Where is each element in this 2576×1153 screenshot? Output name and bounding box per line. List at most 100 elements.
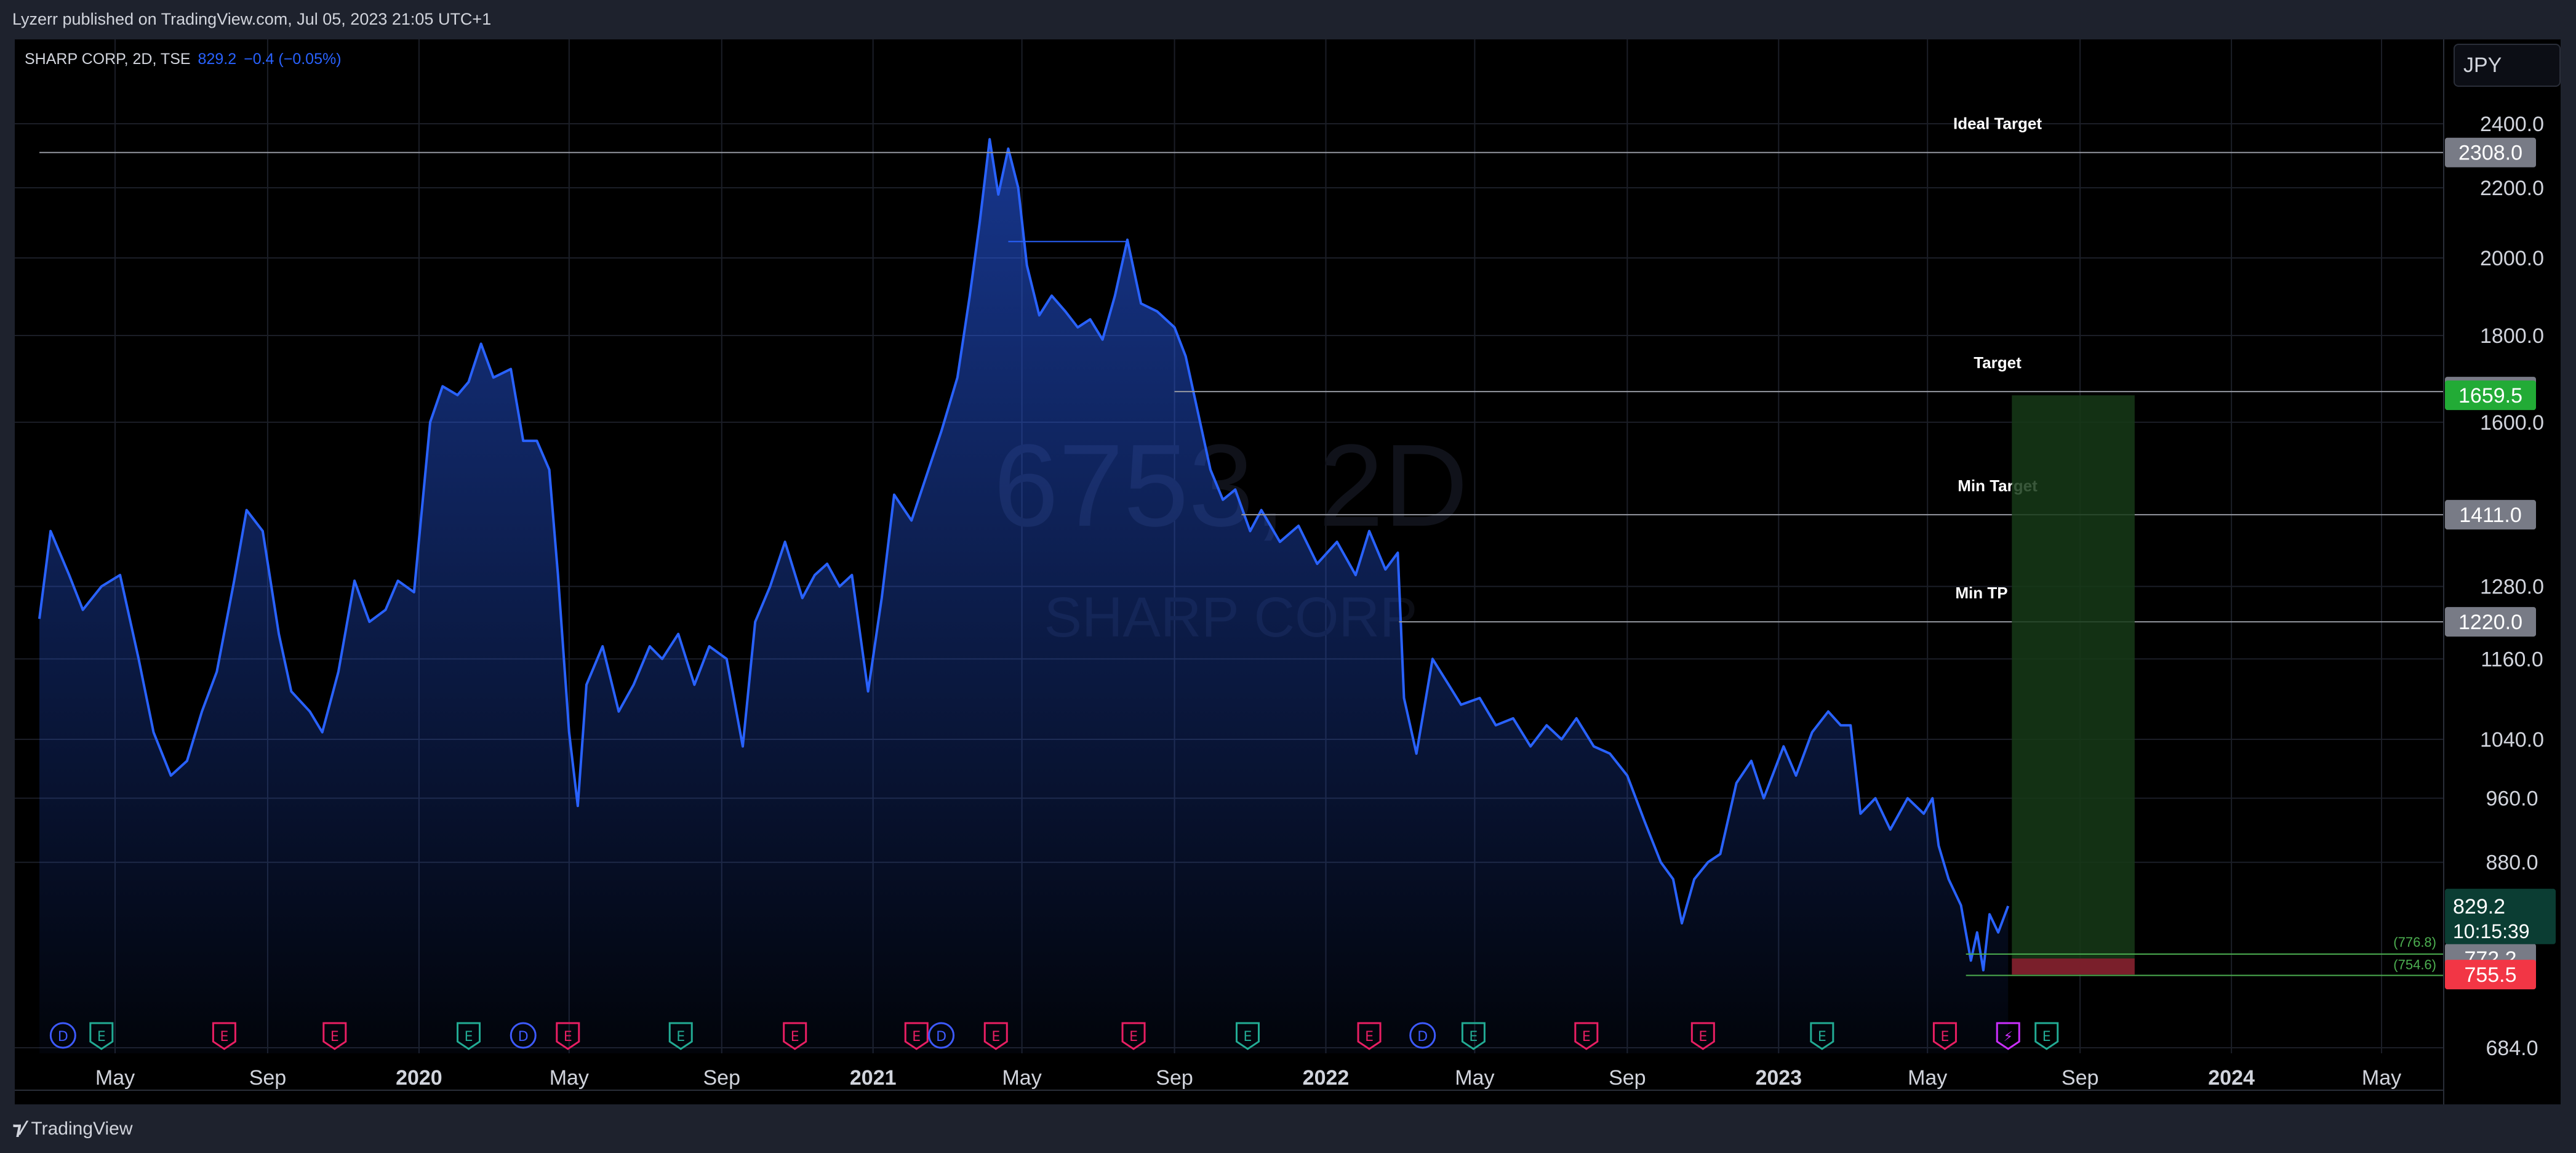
time-tick-label: 2024	[2208, 1066, 2255, 1090]
event-marker-label: E	[1818, 1029, 1826, 1045]
price-chart[interactable]: 6753, 2DSHARP CORPIdeal TargetTargetMin …	[15, 39, 2561, 1104]
publisher-text: Lyzerr published on TradingView.com, Jul…	[12, 10, 492, 28]
price-tick-label: 2200.0	[2480, 177, 2544, 200]
time-tick-label: 2021	[850, 1066, 897, 1090]
earnings-marker[interactable]	[212, 1022, 236, 1050]
time-tick-label: Sep	[703, 1066, 741, 1090]
tradingview-brand[interactable]: ⁊⁄ TradingView	[12, 1118, 133, 1139]
current-price-badge-bg	[2445, 888, 2556, 944]
time-tick-label: 2020	[396, 1066, 442, 1090]
level-label: Min TP	[1955, 584, 2007, 602]
level-price-badge-bg	[2445, 500, 2536, 530]
event-marker-label: D	[58, 1029, 68, 1045]
event-marker-label: E	[991, 1029, 1000, 1045]
level-price-badge: 1411.0	[2459, 504, 2521, 527]
time-tick-label: Sep	[1609, 1066, 1646, 1090]
earnings-marker[interactable]	[668, 1022, 693, 1050]
earnings-marker[interactable]	[556, 1022, 580, 1050]
last-price: 829.2	[198, 50, 237, 68]
price-tick-label: 960.0	[2486, 787, 2538, 811]
earnings-marker[interactable]	[983, 1022, 1008, 1050]
dividend-marker[interactable]	[49, 1022, 76, 1049]
event-marker-label: E	[220, 1029, 228, 1045]
earnings-marker[interactable]	[322, 1022, 347, 1050]
earnings-marker[interactable]	[1357, 1022, 1382, 1050]
symbol-name: SHARP CORP, 2D, TSE	[25, 50, 191, 68]
event-marker-label: D	[1417, 1029, 1428, 1045]
time-tick-label: May	[550, 1066, 589, 1090]
support-label-upper: (776.8)	[2393, 934, 2436, 950]
time-tick-label: May	[2362, 1066, 2401, 1090]
dividend-marker[interactable]	[1409, 1022, 1436, 1049]
dividend-marker[interactable]	[928, 1022, 955, 1049]
target-price-badge: 1659.5	[2458, 384, 2522, 408]
price-line[interactable]	[38, 138, 2010, 971]
chart-panel[interactable]: 6753, 2DSHARP CORPIdeal TargetTargetMin …	[15, 39, 2561, 1104]
earnings-marker[interactable]	[1932, 1022, 1957, 1050]
earnings-marker[interactable]	[1461, 1022, 1486, 1050]
event-marker-label: E	[791, 1029, 799, 1045]
time-tick-label: 2022	[1303, 1066, 1350, 1090]
earnings-marker[interactable]	[2034, 1022, 2059, 1050]
price-tick-label: 2000.0	[2480, 247, 2544, 270]
current-price-label: 829.2	[2453, 895, 2505, 918]
event-marker-label: E	[564, 1029, 572, 1045]
event-marker-label: E	[912, 1029, 921, 1045]
earnings-marker[interactable]	[457, 1022, 481, 1050]
time-tick-label: Sep	[1156, 1066, 1193, 1090]
time-tick-label: May	[1908, 1066, 1947, 1090]
brand-label: TradingView	[31, 1118, 133, 1139]
earnings-marker[interactable]	[1121, 1022, 1146, 1050]
event-marker-label: D	[936, 1029, 946, 1045]
dividend-marker[interactable]	[510, 1022, 537, 1049]
event-marker-label: E	[1469, 1029, 1478, 1045]
earnings-marker[interactable]	[783, 1022, 807, 1050]
time-tick-label: 2023	[1755, 1066, 1802, 1090]
target-price-badge-bg	[2445, 380, 2536, 411]
target-zone[interactable]	[2012, 395, 2135, 958]
event-marker-label: E	[1129, 1029, 1138, 1045]
price-tick-label: 2400.0	[2480, 113, 2544, 136]
currency-selector[interactable]: JPY	[2454, 44, 2561, 87]
tradingview-logo-icon: ⁊⁄	[12, 1118, 25, 1139]
level-label: Target	[1974, 353, 2022, 372]
event-marker-label: E	[465, 1029, 473, 1045]
price-tick-label: 1800.0	[2480, 324, 2544, 348]
header-bar: Lyzerr published on TradingView.com, Jul…	[0, 0, 2576, 39]
earnings-marker[interactable]	[1690, 1022, 1715, 1050]
time-tick-label: May	[1455, 1066, 1494, 1090]
earnings-marker[interactable]	[89, 1022, 114, 1050]
earnings-marker[interactable]	[904, 1022, 929, 1050]
earnings-marker[interactable]	[1810, 1022, 1834, 1050]
time-tick-label: May	[1002, 1066, 1041, 1090]
stop-price-badge-bg	[2445, 960, 2536, 990]
split-marker[interactable]	[1996, 1022, 2020, 1050]
stop-zone[interactable]	[2012, 958, 2135, 975]
footer-bar: ⁊⁄ TradingView	[0, 1104, 2576, 1153]
price-tick-label: 684.0	[2486, 1037, 2538, 1060]
earnings-marker[interactable]	[1235, 1022, 1260, 1050]
event-marker-label: E	[330, 1029, 339, 1045]
price-tick-label: 1160.0	[2481, 648, 2543, 671]
price-tick-label: 1280.0	[2480, 576, 2544, 599]
level-price-badge-bg	[2445, 607, 2536, 637]
price-tick-label: 880.0	[2486, 851, 2538, 875]
time-tick-label: Sep	[2062, 1066, 2099, 1090]
event-marker-label: E	[1698, 1029, 1707, 1045]
support-label-lower: (754.6)	[2393, 957, 2436, 973]
event-marker-label: E	[1365, 1029, 1374, 1045]
event-marker-label: E	[1582, 1029, 1591, 1045]
event-marker-label: E	[97, 1029, 106, 1045]
event-marker-label: D	[518, 1029, 529, 1045]
earnings-marker[interactable]	[1574, 1022, 1599, 1050]
time-tick-label: May	[95, 1066, 135, 1090]
event-marker-label: E	[1940, 1029, 1949, 1045]
event-marker-label: E	[676, 1029, 685, 1045]
price-tick-label: 1600.0	[2480, 411, 2544, 435]
price-change: −0.4 (−0.05%)	[244, 50, 342, 68]
event-marker-label: ⚡	[2003, 1029, 2012, 1045]
event-marker-label: E	[1244, 1029, 1252, 1045]
time-tick-label: Sep	[249, 1066, 287, 1090]
level-label: Ideal Target	[1953, 114, 2042, 133]
level-price-badge: 1220.0	[2458, 611, 2522, 634]
